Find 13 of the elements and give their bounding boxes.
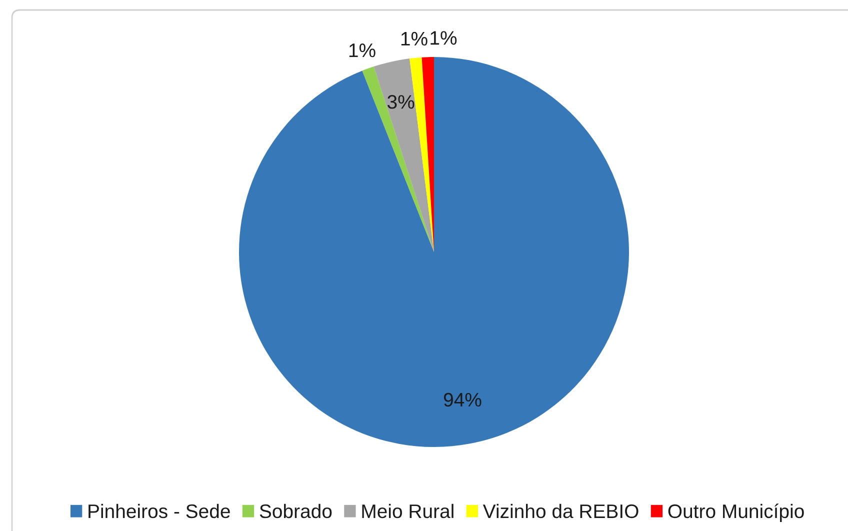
legend-label: Outro Município bbox=[668, 504, 804, 522]
data-label: 1% bbox=[349, 44, 376, 58]
legend-label: Vizinho da REBIO bbox=[482, 504, 638, 518]
data-label: 1% bbox=[430, 31, 457, 45]
legend-label: Pinheiros - Sede bbox=[88, 504, 230, 518]
legend-label: Meio Rural bbox=[362, 504, 454, 518]
data-label: 94% bbox=[444, 392, 482, 407]
legend-label: Sobrado bbox=[260, 504, 332, 518]
pie-slice bbox=[374, 58, 434, 252]
data-label: 3% bbox=[388, 95, 414, 109]
pie-slice bbox=[239, 57, 629, 447]
data-label: 1% bbox=[401, 32, 428, 46]
pie-slice bbox=[362, 66, 434, 252]
